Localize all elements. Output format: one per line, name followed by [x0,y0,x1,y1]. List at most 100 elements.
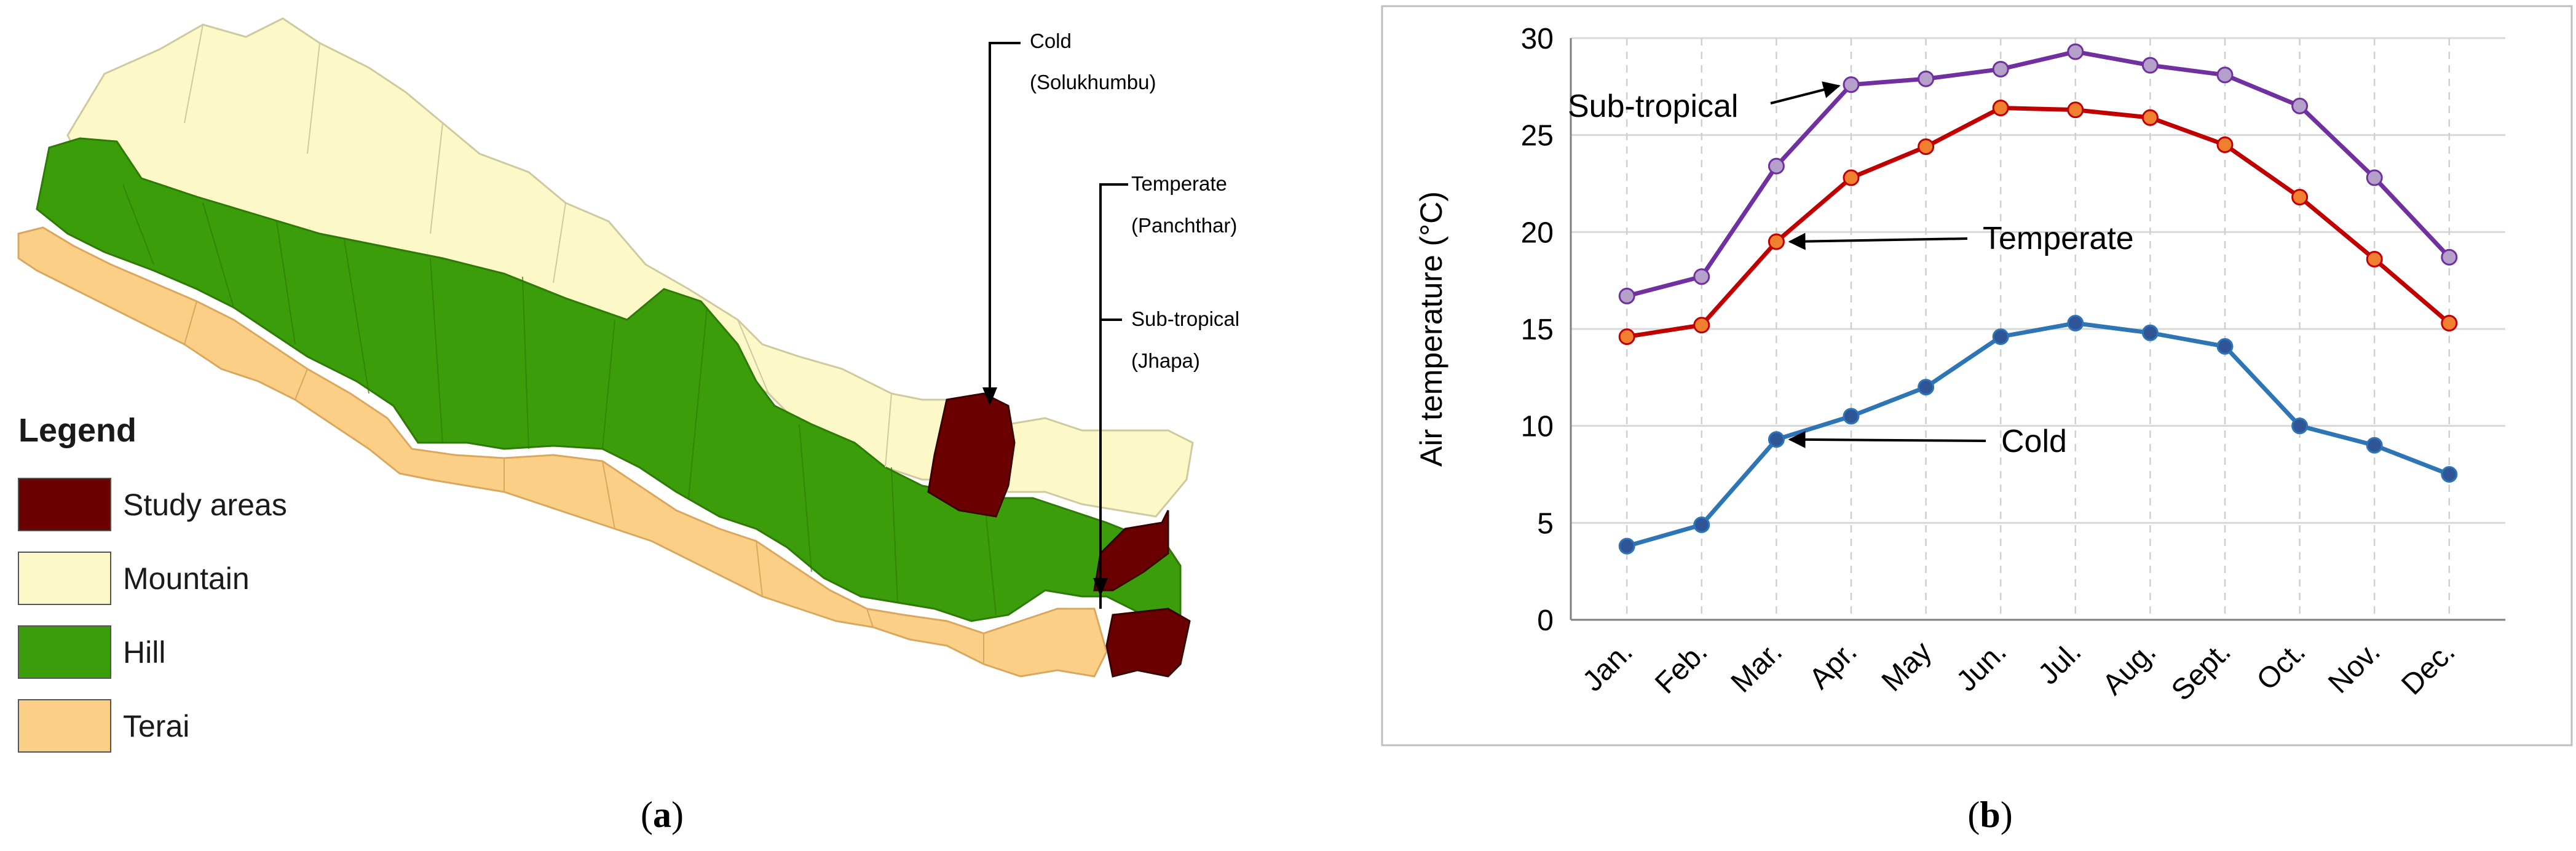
callout-arrowheads [982,387,1108,596]
y-tick-30: 30 [1521,23,1554,55]
x-tick-jun: Jun. [1950,635,2013,698]
point-cold-jul [2067,315,2084,332]
caption-a-close: ) [671,794,684,835]
map-terai-region [17,226,1108,678]
point-sub-tropical-aug [2141,57,2159,74]
legend-swatch-study-areas [18,478,111,531]
point-cold-oct [2291,418,2309,435]
map-mountain-district-lines [184,24,892,468]
x-tick-feb: Feb. [1649,635,1713,700]
point-cold-dec [2441,466,2458,483]
x-tick-jan: Jan. [1576,635,1639,698]
series-points [1618,43,2458,555]
series-lines [1626,49,2451,548]
series-line-cold [1626,321,2451,548]
point-cold-feb [1693,516,1710,533]
legend-swatch-hill [18,625,111,679]
point-sub-tropical-dec [2441,248,2458,266]
x-tick-may: May [1876,635,1938,698]
callout-temperate-name: Temperate [1131,172,1227,195]
point-temperate-oct [2291,189,2309,206]
x-tick-sept: Sept. [2165,635,2237,707]
point-cold-jun [1992,328,2009,346]
caption-b-open: ( [1967,794,1980,835]
point-sub-tropical-jan [1618,287,1635,304]
x-tick-nov: Nov. [2322,635,2387,700]
x-tick-dec: Dec. [2395,635,2461,701]
point-temperate-jun [1992,100,2009,117]
study-area-solukhumbu [927,392,1016,518]
legend-swatch-mountain [18,552,111,605]
y-tick-labels: 0 5 10 15 20 25 30 [1521,23,1554,637]
series-line-sub-tropical [1626,49,2451,298]
legend-label-hill: Hill [123,635,165,670]
annotation-cold: Cold [2001,424,2067,459]
point-cold-apr [1843,408,1860,425]
legend-title: Legend [18,412,136,449]
caption-a-letter: a [653,794,671,835]
legend-label-terai: Terai [123,709,189,743]
y-tick-10: 10 [1521,411,1554,443]
point-temperate-feb [1693,317,1710,334]
x-tick-mar: Mar. [1725,635,1788,699]
map-district-lines [122,184,997,615]
point-temperate-jul [2067,101,2084,119]
annotation-temperate: Temperate [1983,221,2134,256]
annotation-sub-tropical: Sub-tropical [1568,89,1738,124]
study-area-jhapa [1105,608,1191,678]
point-temperate-mar [1768,233,1785,250]
x-tick-oct: Oct. [2251,635,2312,697]
y-tick-0: 0 [1537,604,1554,637]
point-sub-tropical-apr [1843,76,1860,93]
map-panel: Cold (Solukhumbu) Temperate (Panchthar) … [17,17,1239,835]
y-tick-15: 15 [1521,314,1554,346]
annotation-arrow-cold [1788,430,1986,448]
point-cold-jan [1618,537,1635,555]
caption-a-open: ( [641,794,653,835]
point-cold-may [1918,379,1935,396]
chart-frame [1381,5,2573,746]
x-tick-aug: Aug. [2096,635,2162,701]
point-sub-tropical-oct [2291,97,2309,114]
y-tick-5: 5 [1537,507,1554,540]
chart-panel: 0 5 10 15 20 25 30 Jan. Feb. Mar. Apr. May Jun. Jul.… [1381,5,2573,835]
annotation-arrow-sub-tropical [1770,81,1841,105]
caption-b: (b) [1967,794,2012,835]
point-temperate-nov [2366,250,2383,267]
legend-label-mountain: Mountain [123,561,250,596]
y-tick-25: 25 [1521,120,1554,152]
legend-swatch-terai [18,699,111,753]
point-sub-tropical-sept [2216,66,2234,84]
callout-temperate-place: (Panchthar) [1131,214,1237,237]
point-cold-mar [1768,431,1785,448]
callout-subtropical-place: (Jhapa) [1131,349,1200,372]
series-line-temperate [1626,106,2451,339]
point-cold-aug [2141,324,2159,341]
point-sub-tropical-may [1918,70,1935,87]
point-sub-tropical-jul [2067,43,2084,60]
point-cold-sept [2216,338,2234,355]
study-area-panchthar [1093,510,1169,592]
point-temperate-dec [2441,315,2458,332]
callout-cold-place: (Solukhumbu) [1030,71,1156,93]
map-terai-district-lines [184,301,984,664]
legend-label-study-areas: Study areas [123,488,287,522]
horizontal-gridlines [1571,37,2505,524]
map-legend: Legend Study areas Mountain Hill Terai [18,412,287,753]
x-tick-jul: Jul. [2032,635,2087,691]
annotation-arrow-temperate [1788,232,1968,250]
caption-a: (a) [641,794,684,835]
x-tick-apr: Apr. [1803,635,1863,695]
point-cold-nov [2366,437,2383,454]
x-tick-labels: Jan. Feb. Mar. Apr. May Jun. Jul. Aug. Sept. Oct.… [1576,635,2461,707]
callout-subtropical-name: Sub-tropical [1131,307,1239,330]
y-tick-20: 20 [1521,216,1554,249]
y-axis-label: Air temperature (°C) [1414,191,1448,467]
callout-lines [989,42,1128,609]
callout-cold-name: Cold [1030,30,1072,52]
caption-b-close: ) [2001,794,2013,835]
point-temperate-aug [2141,109,2159,126]
point-temperate-jan [1618,328,1635,346]
point-sub-tropical-nov [2366,169,2383,186]
